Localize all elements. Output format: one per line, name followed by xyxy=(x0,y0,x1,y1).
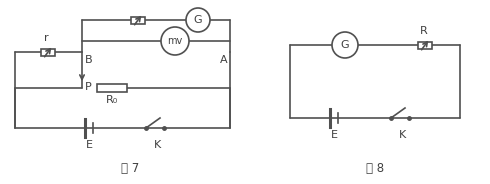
Text: 图 8: 图 8 xyxy=(366,162,384,175)
Text: E: E xyxy=(330,130,338,140)
Text: A: A xyxy=(220,55,228,65)
Text: B: B xyxy=(85,55,93,65)
Text: R₀: R₀ xyxy=(106,95,118,105)
Text: 图 7: 图 7 xyxy=(121,162,139,175)
Text: P: P xyxy=(85,82,92,92)
Text: R: R xyxy=(420,26,428,36)
Text: mv: mv xyxy=(168,36,183,46)
Bar xyxy=(97,84,127,92)
Text: K: K xyxy=(398,130,406,140)
Bar xyxy=(41,49,55,56)
Text: G: G xyxy=(194,15,202,25)
Text: K: K xyxy=(153,140,161,150)
Text: r: r xyxy=(44,33,49,43)
Text: G: G xyxy=(341,40,349,50)
Circle shape xyxy=(161,27,189,55)
Text: E: E xyxy=(85,140,93,150)
Circle shape xyxy=(332,32,358,58)
Bar xyxy=(131,17,145,24)
Circle shape xyxy=(186,8,210,32)
Bar xyxy=(418,42,432,49)
